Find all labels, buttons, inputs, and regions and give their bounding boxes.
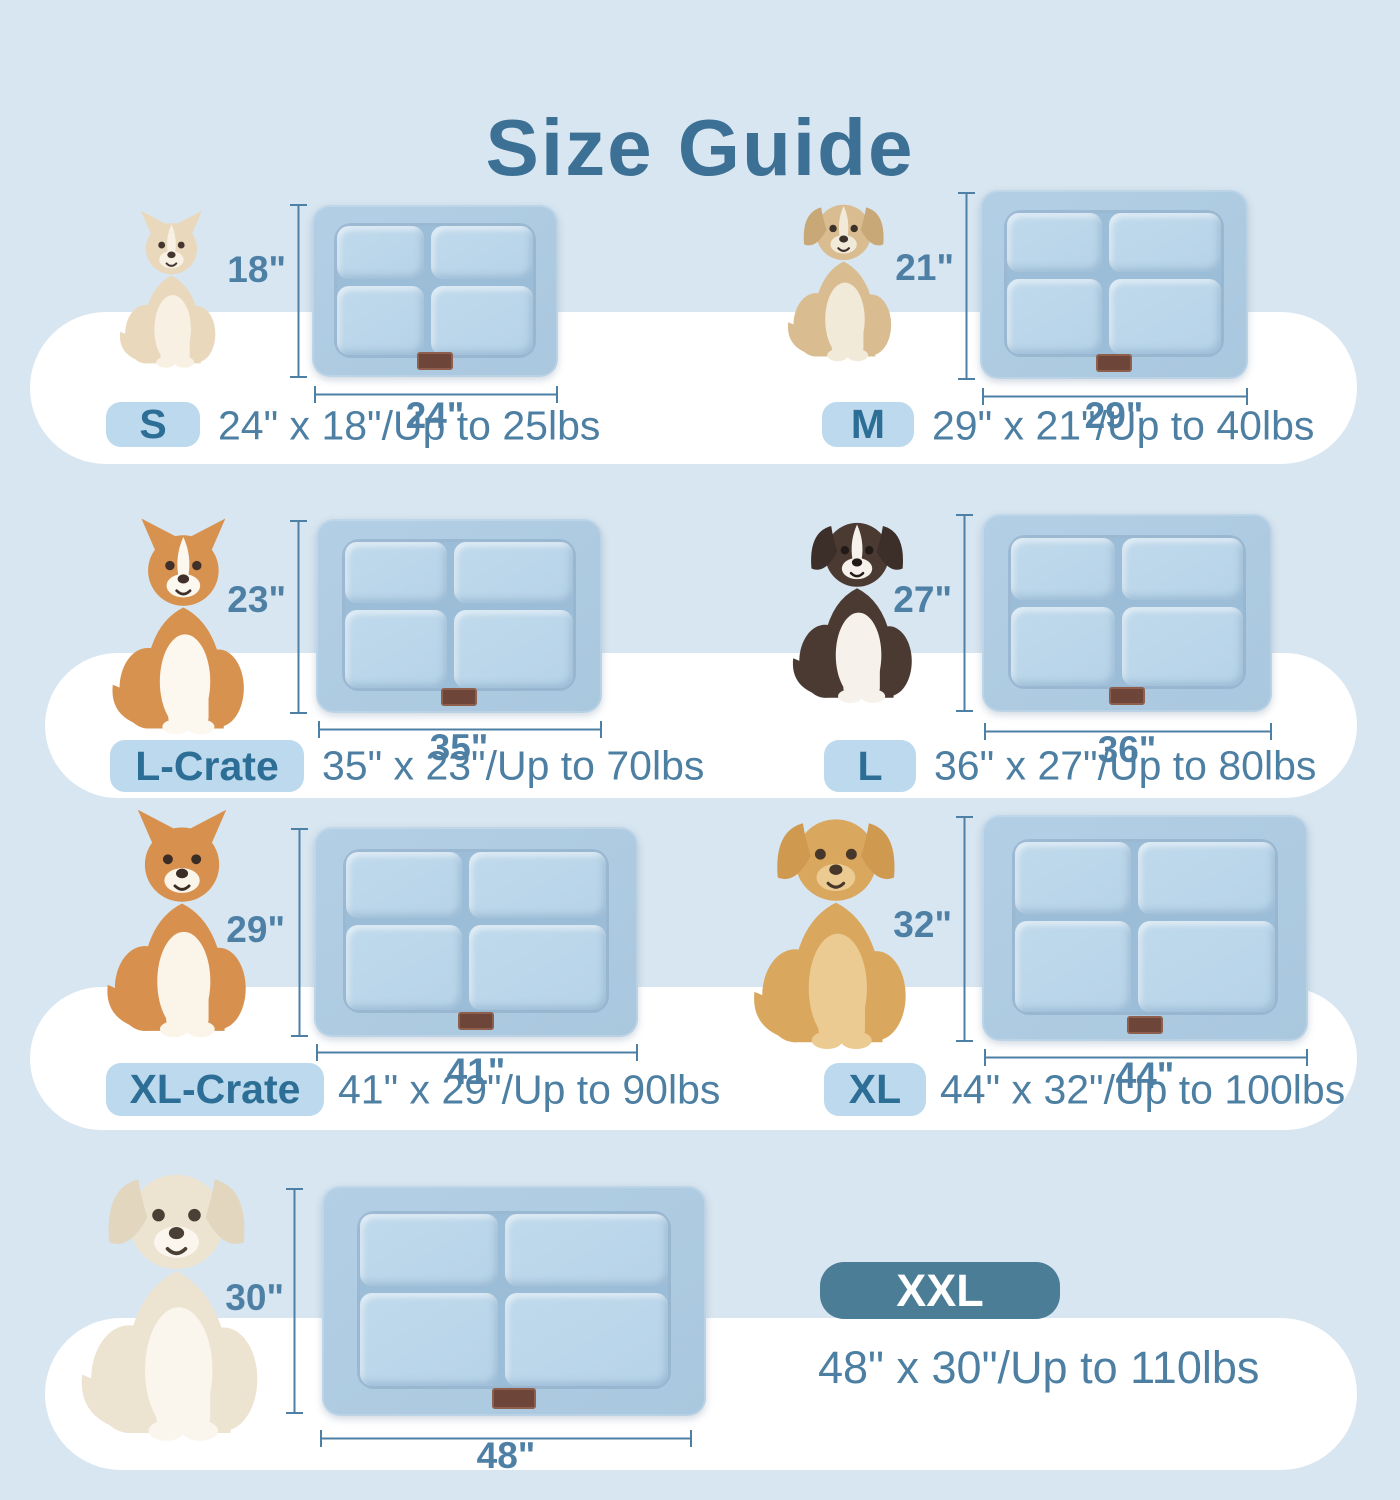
size-caption-xl: 44" x 32"/Up to 100lbs: [940, 1066, 1346, 1113]
width-dimension-line: [320, 1430, 692, 1447]
brand-tag: [1109, 687, 1145, 705]
crate-mat-graphic: [322, 1186, 706, 1416]
page-title: Size Guide: [485, 102, 915, 192]
corgi-dog-photo: [96, 492, 264, 760]
crate-mat-graphic: [980, 190, 1248, 379]
height-dimension-line: [290, 204, 307, 378]
size-badge-xl-crate: XL-Crate: [106, 1063, 324, 1116]
size-badge-m: M: [822, 401, 914, 447]
brand-tag: [492, 1388, 536, 1409]
size-caption-xl-crate: 41" x 29"/Up to 90lbs: [338, 1066, 721, 1113]
size-caption-s: 24" x 18"/Up to 25lbs: [218, 402, 601, 449]
crate-mat-graphic: [314, 827, 638, 1037]
height-dimension-line: [956, 816, 973, 1042]
crate-mat-graphic: [982, 514, 1272, 712]
height-dimension-line: [286, 1188, 303, 1414]
size-caption-l-crate: 35" x 23"/Up to 70lbs: [322, 742, 705, 789]
height-dimension-label: 27": [893, 579, 952, 620]
width-dimension-label: 29": [1084, 395, 1144, 436]
mat-quilt: [360, 1213, 668, 1387]
height-dimension-line: [956, 514, 973, 712]
height-dimension-line: [958, 192, 975, 380]
size-caption-xxl: 48" x 30"/Up to 110lbs: [818, 1342, 1260, 1393]
height-dimension-label: 30": [225, 1277, 284, 1318]
havanese-dog-photo: [775, 172, 907, 380]
mat-quilt: [336, 225, 534, 355]
crate-mat-graphic: [312, 205, 558, 377]
height-dimension-label: 23": [227, 579, 286, 620]
height-dimension-line: [291, 828, 308, 1037]
height-dimension-line: [290, 520, 307, 714]
size-caption-l: 36" x 27"/Up to 80lbs: [934, 742, 1317, 789]
height-dimension-label: 18": [227, 249, 286, 290]
mat-quilt: [1011, 537, 1243, 687]
width-dimension-line: [316, 1044, 638, 1061]
width-dimension-line: [318, 721, 602, 738]
width-dimension-label: 35": [429, 727, 489, 768]
mat-quilt: [1006, 212, 1222, 355]
width-dimension-label: 41": [446, 1051, 506, 1092]
mat-quilt: [1014, 842, 1276, 1012]
crate-mat-graphic: [316, 519, 602, 713]
size-badge-xl: XL: [824, 1063, 926, 1116]
height-dimension-label: 29": [226, 909, 285, 950]
width-dimension-label: 44": [1115, 1055, 1175, 1096]
width-dimension-line: [984, 1049, 1308, 1066]
width-dimension-label: 24": [405, 395, 465, 436]
crate-mat-graphic: [982, 815, 1308, 1041]
height-dimension-label: 32": [893, 904, 952, 945]
mat-quilt: [344, 542, 574, 688]
brand-tag: [417, 352, 453, 370]
size-badge-l: L: [824, 740, 916, 792]
width-dimension-label: 36": [1097, 729, 1157, 770]
size-badge-l-crate: L-Crate: [110, 740, 304, 792]
size-badge-xxl: XXL: [820, 1262, 1060, 1319]
width-dimension-line: [984, 723, 1272, 740]
mat-quilt: [346, 852, 606, 1010]
brand-tag: [441, 688, 477, 706]
width-dimension-label: 48": [476, 1435, 536, 1476]
size-caption-m: 29" x 21"/Up to 40lbs: [932, 402, 1315, 449]
width-dimension-line: [982, 388, 1248, 405]
chihuahua-dog-photo: [108, 196, 230, 382]
height-dimension-label: 21": [895, 247, 954, 288]
brand-tag: [1127, 1016, 1163, 1034]
size-badge-s: S: [106, 401, 200, 447]
brand-tag: [1096, 354, 1132, 372]
brand-tag: [458, 1012, 494, 1030]
width-dimension-line: [314, 386, 558, 403]
